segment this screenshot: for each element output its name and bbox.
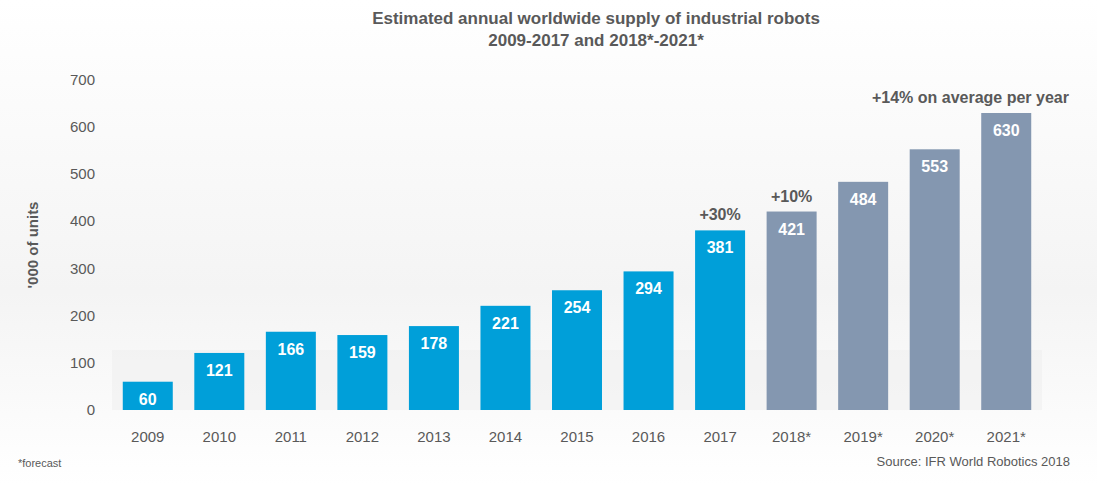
source: Source: IFR World Robotics 2018 <box>877 454 1070 469</box>
data-label: 159 <box>349 344 376 361</box>
x-tick-label: 2020* <box>915 428 954 445</box>
x-tick-label: 2014 <box>489 428 522 445</box>
y-tick <box>106 127 110 128</box>
y-tick-label: 300 <box>70 260 95 277</box>
bar <box>480 306 530 410</box>
y-tick <box>106 80 110 81</box>
x-tick-label: 2019* <box>844 428 883 445</box>
data-label: 630 <box>993 122 1020 139</box>
bar <box>194 353 244 410</box>
x-tick-label: 2018* <box>772 428 811 445</box>
x-tick-label: 2021* <box>987 428 1026 445</box>
y-tick <box>106 410 110 411</box>
y-tick <box>106 221 110 222</box>
bar <box>624 271 674 410</box>
bar <box>123 382 173 410</box>
chart: Estimated annual worldwide supply of ind… <box>0 0 1097 485</box>
y-tick <box>106 315 110 316</box>
x-tick-label: 2009 <box>131 428 164 445</box>
bar <box>337 335 387 410</box>
data-label: 166 <box>277 341 304 358</box>
bar <box>695 230 745 410</box>
data-label: 484 <box>850 191 877 208</box>
y-tick <box>106 362 110 363</box>
bars <box>123 113 1031 410</box>
y-tick-label: 400 <box>70 212 95 229</box>
x-tick-label: 2017 <box>703 428 736 445</box>
bar <box>838 182 888 410</box>
y-tick-label: 600 <box>70 118 95 135</box>
annotation: +10% <box>771 188 812 205</box>
data-label: 254 <box>564 299 591 316</box>
bar <box>409 326 459 410</box>
x-tick-label: 2016 <box>632 428 665 445</box>
y-tick <box>106 174 110 175</box>
y-tick-label: 100 <box>70 354 95 371</box>
footnote: *forecast <box>18 457 61 469</box>
bar <box>981 113 1031 410</box>
data-label: 121 <box>206 362 233 379</box>
y-tick-label: 0 <box>87 401 95 418</box>
y-tick-label: 200 <box>70 307 95 324</box>
bar <box>552 290 602 410</box>
data-label: 178 <box>421 335 448 352</box>
data-label: 294 <box>635 280 662 297</box>
data-label: 221 <box>492 315 519 332</box>
x-tick-label: 2015 <box>560 428 593 445</box>
x-tick-label: 2010 <box>203 428 236 445</box>
data-label: 381 <box>707 239 734 256</box>
annotation: +30% <box>699 206 740 223</box>
y-axis-label: '000 of units <box>24 202 41 289</box>
bar <box>767 212 817 410</box>
background <box>0 0 1097 485</box>
bar <box>266 332 316 410</box>
subtitle: 2009-2017 and 2018*-2021* <box>488 31 704 50</box>
y-tick-label: 700 <box>70 71 95 88</box>
data-label: 421 <box>778 221 805 238</box>
x-tick-label: 2013 <box>417 428 450 445</box>
title: Estimated annual worldwide supply of ind… <box>372 9 820 28</box>
y-tick-label: 500 <box>70 165 95 182</box>
bar <box>910 149 960 410</box>
x-tick-label: 2012 <box>346 428 379 445</box>
labels: 60 121 166 159 178 221 254 294 381 421 484 553 630 <box>139 122 1020 408</box>
y-tick <box>106 268 110 269</box>
x-tick-label: 2011 <box>275 428 307 445</box>
annotation: +14% on average per year <box>872 89 1069 106</box>
data-label: 553 <box>921 158 948 175</box>
data-label: 60 <box>139 391 157 408</box>
